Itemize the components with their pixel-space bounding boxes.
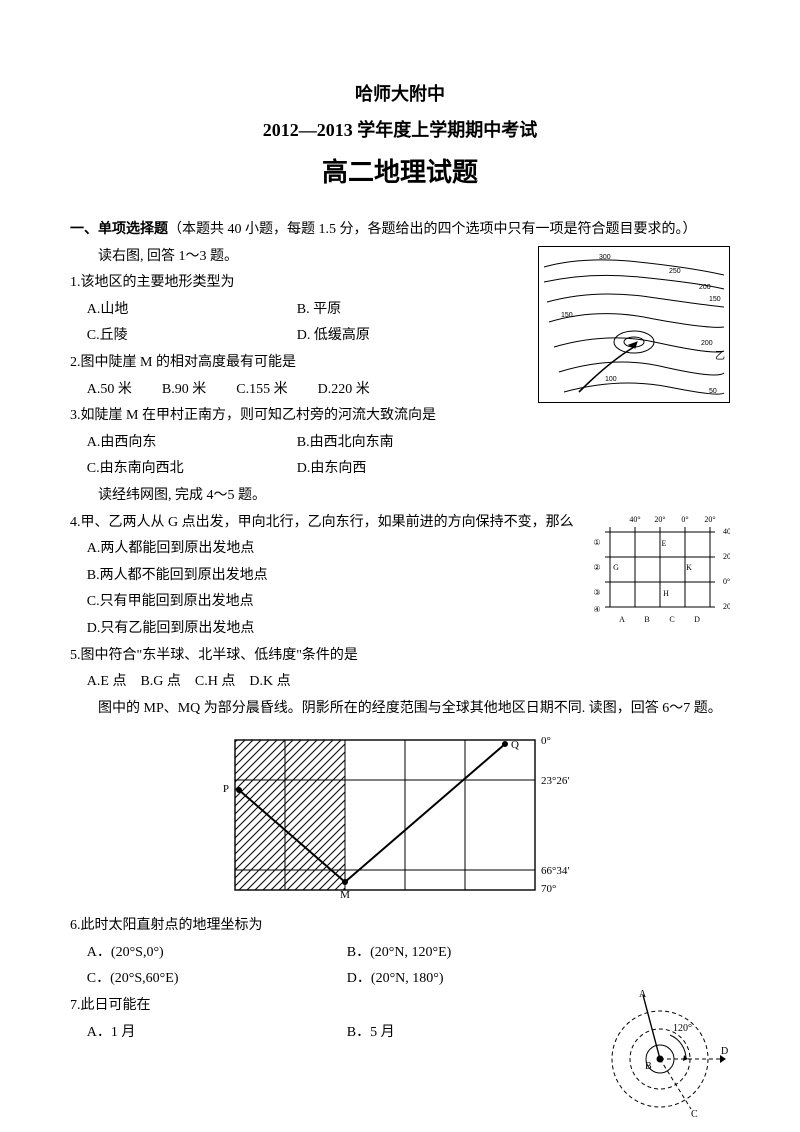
q6-opt-d: D．(20°N, 180°) xyxy=(347,966,444,993)
svg-text:0°: 0° xyxy=(723,577,730,586)
intro-4-5: 读经纬网图, 完成 4～5 题。 xyxy=(70,483,730,510)
q5-opt-b: B.G 点 xyxy=(140,669,180,696)
svg-text:C: C xyxy=(669,615,674,624)
svg-text:K: K xyxy=(686,563,692,572)
section-1-title: 一、单项选择题 xyxy=(70,222,168,237)
svg-text:Q: Q xyxy=(511,739,519,751)
svg-text:H: H xyxy=(663,589,669,598)
svg-text:G: G xyxy=(613,563,619,572)
svg-text:②: ② xyxy=(593,563,600,572)
q2-opt-a: A.50 米 xyxy=(87,377,132,404)
q1-opt-d: D. 低缓高原 xyxy=(297,323,370,350)
svg-text:20°: 20° xyxy=(704,515,715,524)
svg-text:100: 100 xyxy=(605,376,617,383)
figure-topographic-map: 300 250 200 150 150 200 100 50 乙 xyxy=(538,246,730,403)
q7-opt-b: B．5 月 xyxy=(347,1020,395,1047)
q6-stem: 6.此时太阳直射点的地理坐标为 xyxy=(70,913,730,940)
svg-text:乙: 乙 xyxy=(715,350,725,362)
q5-opt-c: C.H 点 xyxy=(195,669,235,696)
svg-text:C: C xyxy=(691,1109,698,1119)
svg-text:A: A xyxy=(619,615,625,624)
svg-text:20°: 20° xyxy=(723,602,730,611)
svg-text:P: P xyxy=(223,783,229,795)
svg-text:M: M xyxy=(340,889,350,901)
q2-opt-b: B.90 米 xyxy=(162,377,206,404)
q1-opt-a: A.山地 xyxy=(87,297,257,324)
q2-opt-d: D.220 米 xyxy=(318,377,370,404)
q3-stem: 3.如陡崖 M 在甲村正南方，则可知乙村旁的河流大致流向是 xyxy=(70,403,730,430)
svg-text:20°: 20° xyxy=(723,552,730,561)
q6-opt-a: A．(20°S,0°) xyxy=(87,940,307,967)
svg-text:E: E xyxy=(662,539,667,548)
q1-opt-c: C.丘陵 xyxy=(87,323,257,350)
q6-opt-b: B．(20°N, 120°E) xyxy=(347,940,452,967)
svg-text:B: B xyxy=(644,615,649,624)
q2-opt-c: C.155 米 xyxy=(236,377,287,404)
svg-text:40°: 40° xyxy=(629,515,640,524)
svg-text:70°: 70° xyxy=(541,883,556,895)
svg-text:200: 200 xyxy=(699,284,711,291)
svg-text:0°: 0° xyxy=(541,735,551,747)
figure-latlon-grid: 40° 20° 0° 20° 40° 20° 0° 20° ① ② ③ ④ A … xyxy=(585,512,730,627)
svg-text:B: B xyxy=(645,1061,652,1072)
svg-text:66°34′: 66°34′ xyxy=(541,865,570,877)
svg-text:150: 150 xyxy=(561,312,573,319)
svg-text:④: ④ xyxy=(593,605,600,614)
q5-stem: 5.图中符合"东半球、北半球、低纬度"条件的是 xyxy=(70,643,730,670)
figure-hemisphere: A B C D 120° xyxy=(595,989,730,1119)
svg-text:A: A xyxy=(639,989,647,1000)
figure-terminator: P M Q 0° 23°26′ 66°34′ 70° xyxy=(215,730,585,905)
q3-opt-b: B.由西北向东南 xyxy=(297,430,394,457)
svg-text:③: ③ xyxy=(593,588,600,597)
q5-opt-a: A.E 点 xyxy=(87,669,127,696)
term-line: 2012—2013 学年度上学期期中考试 xyxy=(70,116,730,142)
intro-6-7: 图中的 MP、MQ 为部分晨昏线。阴影所在的经度范围与全球其他地区日期不同. 读… xyxy=(70,696,730,723)
q6-opt-c: C．(20°S,60°E) xyxy=(87,966,307,993)
svg-text:0°: 0° xyxy=(681,515,688,524)
svg-text:D: D xyxy=(694,615,700,624)
svg-text:40°: 40° xyxy=(723,527,730,536)
svg-text:20°: 20° xyxy=(654,515,665,524)
svg-text:50: 50 xyxy=(709,388,717,395)
svg-text:D: D xyxy=(721,1046,728,1057)
q3-opt-a: A.由西向东 xyxy=(87,430,257,457)
q3-opt-d: D.由东向西 xyxy=(297,456,367,483)
svg-text:300: 300 xyxy=(599,254,611,261)
q5-opt-d: D.K 点 xyxy=(249,669,290,696)
school-name: 哈师大附中 xyxy=(70,80,730,106)
svg-text:250: 250 xyxy=(669,268,681,275)
q3-opt-c: C.由东南向西北 xyxy=(87,456,257,483)
svg-text:200: 200 xyxy=(701,340,713,347)
q7-opt-a: A．1 月 xyxy=(87,1020,307,1047)
svg-text:150: 150 xyxy=(709,296,721,303)
paper-title: 高二地理试题 xyxy=(70,152,730,189)
svg-text:120°: 120° xyxy=(673,1023,692,1034)
section-1-note: （本题共 40 小题，每题 1.5 分，各题给出的四个选项中只有一项是符合题目要… xyxy=(168,222,697,237)
svg-text:23°26′: 23°26′ xyxy=(541,775,570,787)
q1-opt-b: B. 平原 xyxy=(297,297,341,324)
svg-text:①: ① xyxy=(593,538,600,547)
